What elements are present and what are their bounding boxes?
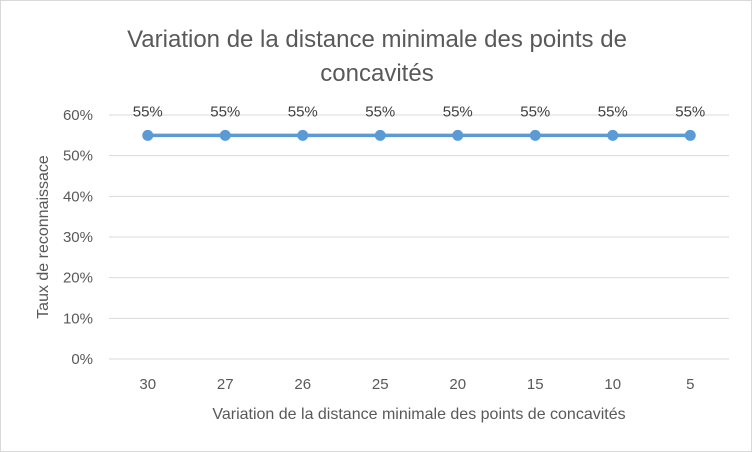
data-point — [452, 129, 464, 141]
data-point — [142, 129, 154, 141]
x-axis-ticks: 30 27 26 25 20 15 10 5 — [139, 376, 694, 393]
data-point — [297, 129, 309, 141]
chart-title-line-1: Variation de la distance minimale des po… — [127, 26, 627, 53]
data-label: 55% — [288, 103, 318, 120]
data-label: 55% — [598, 103, 628, 120]
y-axis-ticks: 0% 10% 20% 30% 40% 50% 60% — [63, 107, 93, 368]
y-tick-label: 30% — [63, 229, 93, 246]
x-tick-label: 30 — [139, 376, 156, 393]
data-point — [529, 129, 541, 141]
data-label: 55% — [365, 103, 395, 120]
x-axis-title: Variation de la distance minimale des po… — [212, 406, 625, 423]
x-tick-label: 25 — [372, 376, 389, 393]
data-label: 55% — [133, 103, 163, 120]
y-tick-label: 20% — [63, 270, 93, 287]
x-tick-label: 10 — [604, 376, 621, 393]
x-tick-label: 5 — [686, 376, 694, 393]
data-label: 55% — [520, 103, 550, 120]
x-tick-label: 27 — [217, 376, 234, 393]
data-point — [374, 129, 386, 141]
data-labels: 55% 55% 55% 55% 55% 55% 55% 55% — [133, 103, 706, 120]
x-tick-label: 20 — [449, 376, 466, 393]
y-tick-label: 0% — [71, 351, 93, 368]
y-tick-label: 10% — [63, 310, 93, 327]
chart-title-line-2: concavités — [320, 60, 433, 87]
series-layer — [142, 129, 696, 141]
data-label: 55% — [443, 103, 473, 120]
data-label: 55% — [675, 103, 705, 120]
x-tick-label: 26 — [294, 376, 311, 393]
gridlines — [109, 114, 729, 360]
data-point — [607, 129, 619, 141]
x-tick-label: 15 — [527, 376, 544, 393]
y-axis-title: Taux de reconnaissace — [35, 155, 52, 319]
y-tick-label: 50% — [63, 148, 93, 165]
data-point — [684, 129, 696, 141]
y-tick-label: 40% — [63, 188, 93, 205]
data-point — [219, 129, 231, 141]
data-label: 55% — [210, 103, 240, 120]
y-tick-label: 60% — [63, 107, 93, 124]
